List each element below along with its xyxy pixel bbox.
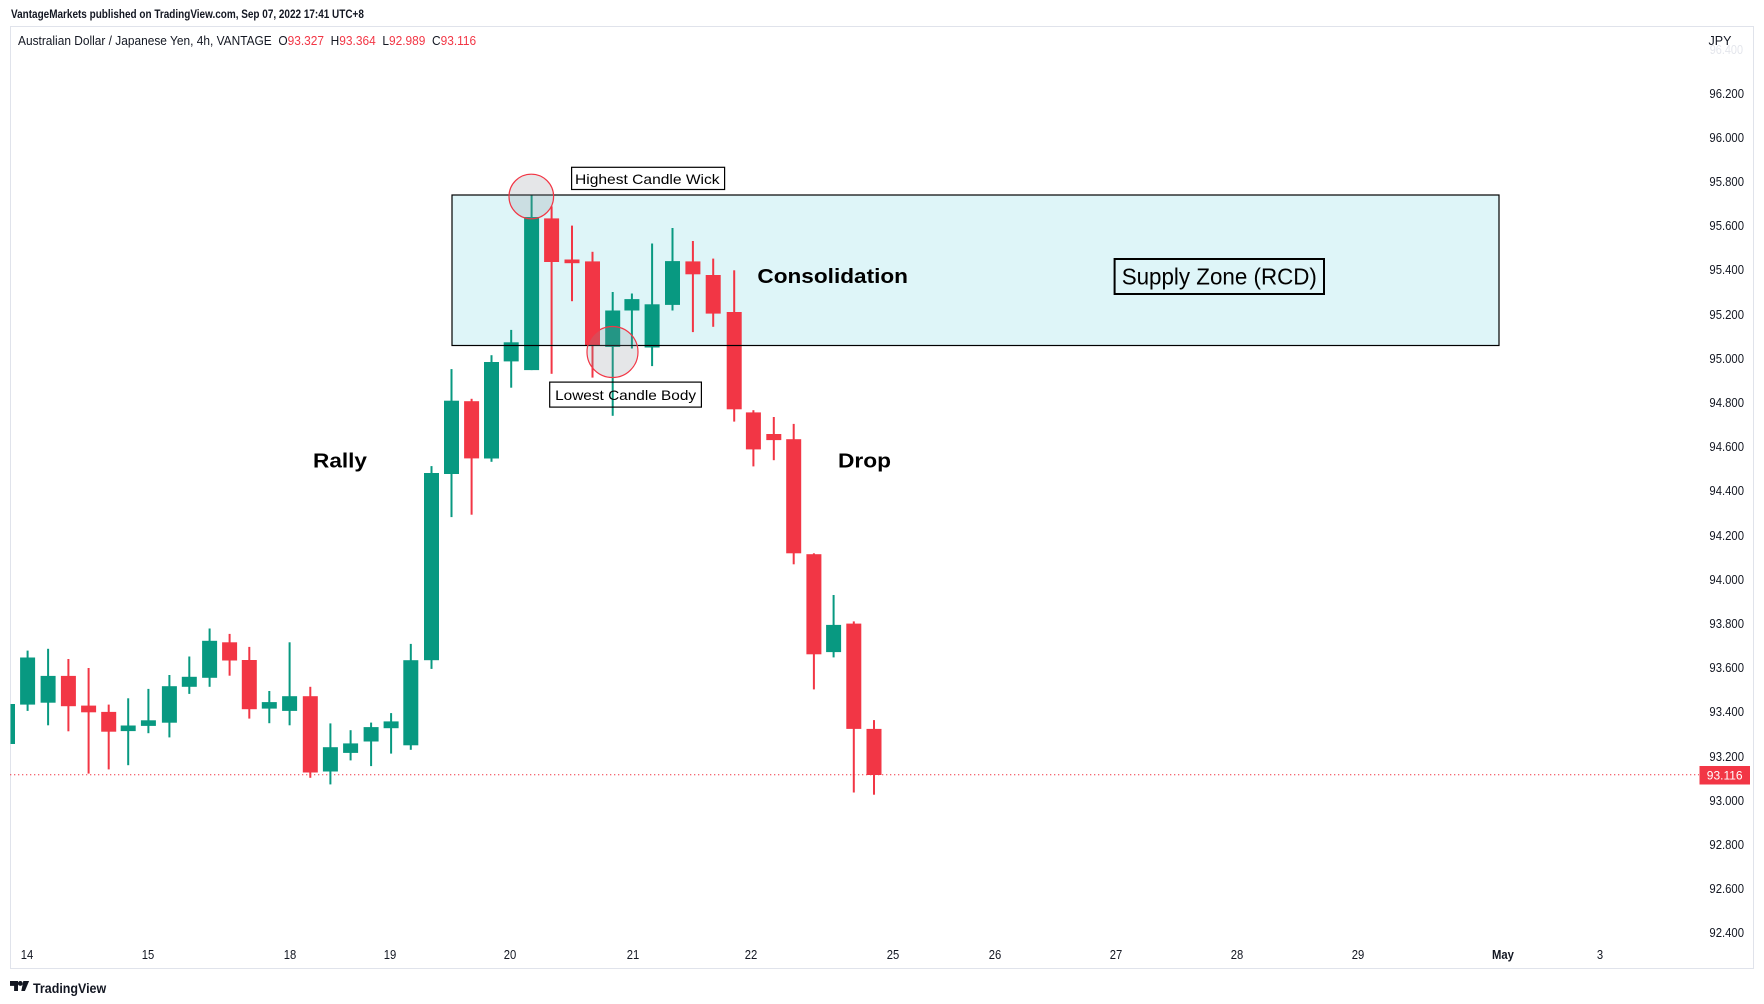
svg-text:Drop: Drop xyxy=(838,451,891,473)
svg-text:Lowest Candle Body: Lowest Candle Body xyxy=(555,387,696,403)
svg-text:Consolidation: Consolidation xyxy=(757,266,908,288)
svg-text:Highest Candle Wick: Highest Candle Wick xyxy=(575,171,721,187)
svg-text:Rally: Rally xyxy=(313,451,368,473)
svg-text:93.116: 93.116 xyxy=(1707,769,1743,783)
svg-text:Supply Zone (RCD): Supply Zone (RCD) xyxy=(1122,264,1317,290)
